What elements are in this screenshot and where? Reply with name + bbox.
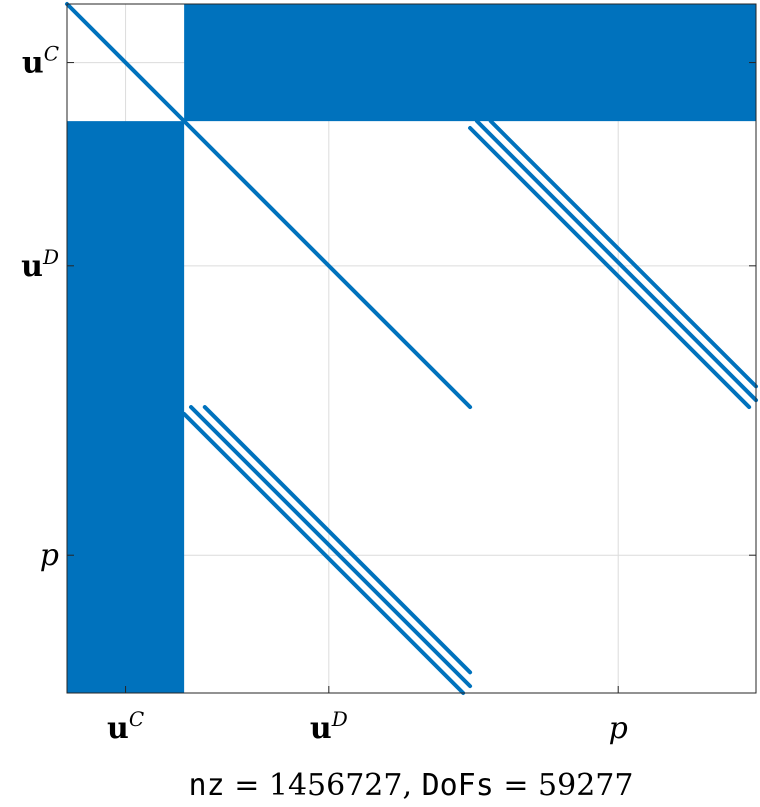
diagonal-3-1 [189,405,473,689]
dense-blocks [67,4,756,693]
x-tick-labels: uC uD p [107,707,628,746]
x-tick-label-2: p [609,711,628,746]
dense-block-0 [184,4,756,122]
ticks [67,62,756,693]
plot-frame [66,3,757,694]
x-tick-label-1: uD [310,707,348,746]
nz-name: nz [189,768,225,803]
x-tick-label-0: uC [107,707,144,746]
y-tick-label-0: uC [22,42,59,81]
y-tick-label-1: uD [21,245,59,284]
diagonal-bands [65,2,758,695]
y-tick-labels: uC uD p [21,42,59,574]
dofs-value: 59277 [538,768,633,803]
diagonal-2-2 [488,119,758,389]
diagonal-2-1 [474,119,758,403]
diagonal-3-2 [202,405,473,675]
dense-block-1 [67,121,185,693]
diagonal-1-0 [182,119,473,410]
diagonal-3-0 [182,411,466,695]
dofs-name: DoFs [422,768,494,803]
label-separator: , [402,768,421,803]
nz-eq: = [225,768,269,803]
y-tick-label-2: p [40,538,59,573]
diagonal-0-0 [65,2,187,124]
diagonal-2-0 [468,126,752,410]
x-axis-label: nz = 1456727, DoFs = 59277 [189,768,634,803]
dofs-eq: = [494,768,538,803]
nz-value: 1456727 [269,768,403,803]
